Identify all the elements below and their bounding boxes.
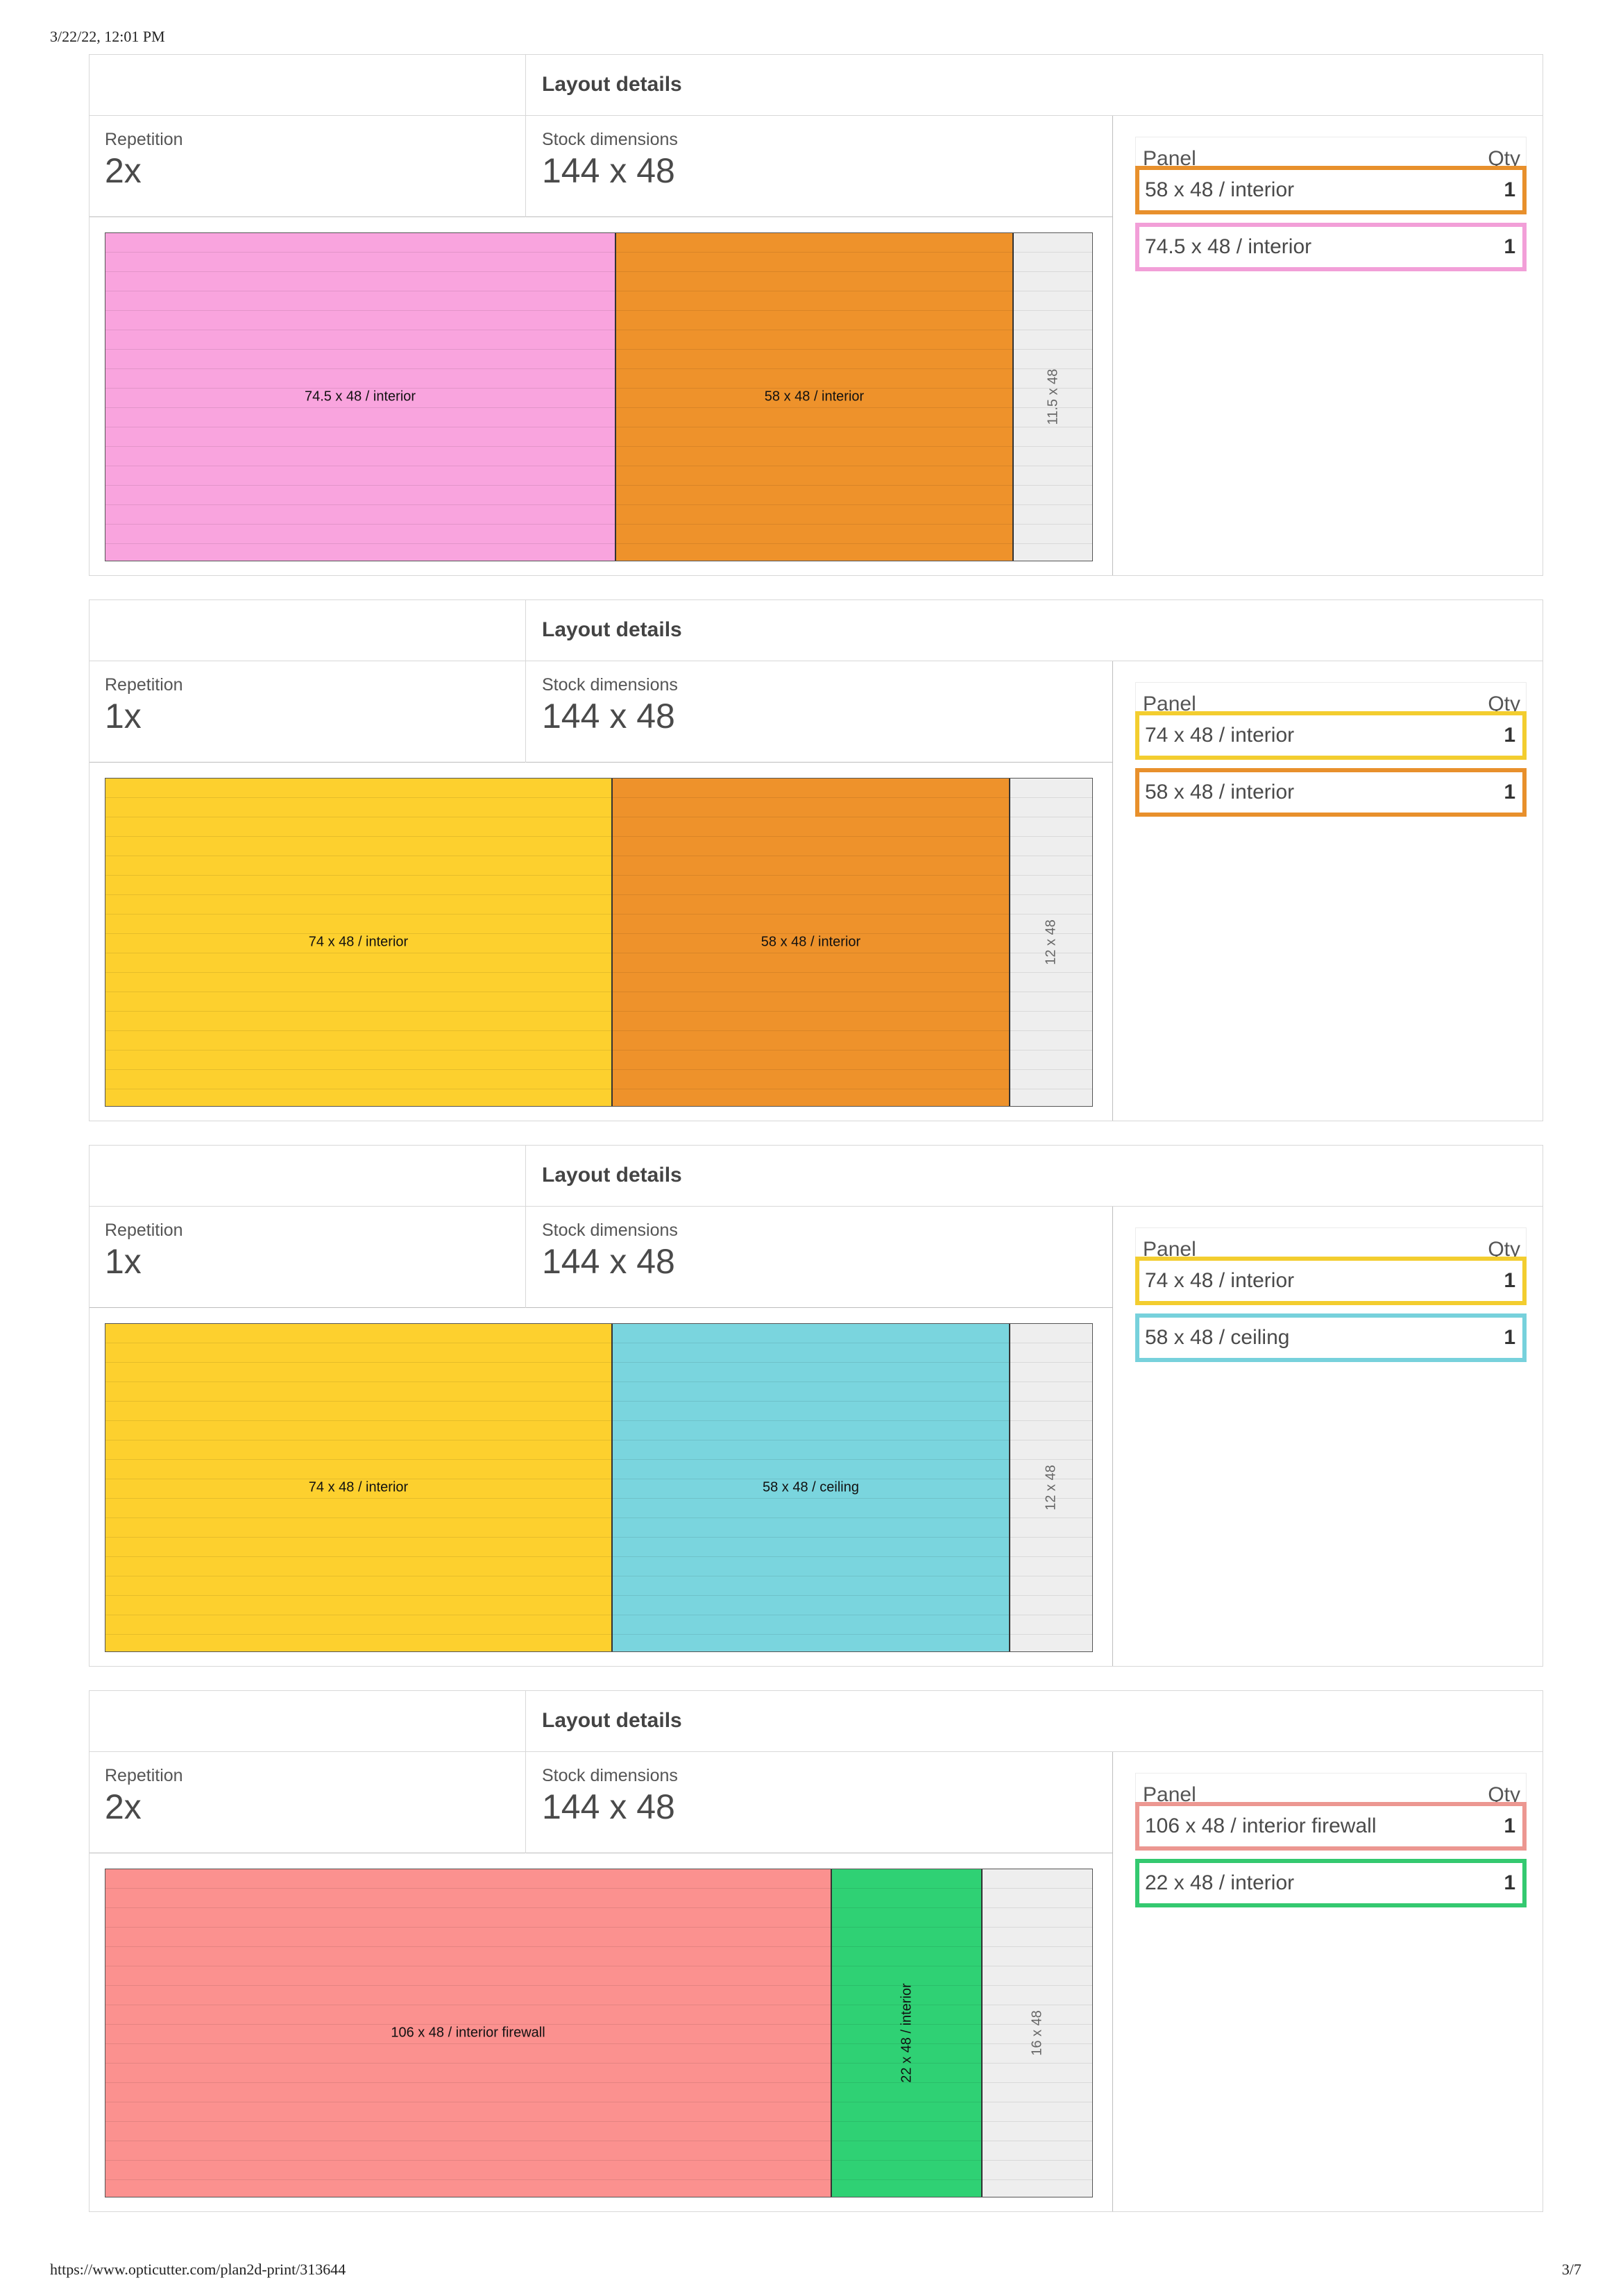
cut-piece[interactable]: 58 x 48 / interior — [616, 233, 1014, 561]
cut-piece-label: 74.5 x 48 / interior — [304, 389, 416, 405]
stock-dimensions-label: Stock dimensions — [542, 1766, 678, 1785]
divider — [525, 661, 526, 763]
panel-item-qty: 1 — [1504, 1326, 1515, 1349]
repetition-value: 1x — [105, 697, 142, 735]
panel-item-qty: 1 — [1504, 178, 1515, 201]
page-number: 3/7 — [1561, 2261, 1581, 2278]
panel-item-label: 74 x 48 / interior — [1145, 724, 1295, 747]
layout-details-row: Layout details — [90, 55, 1543, 116]
panel-item[interactable]: 74 x 48 / interior 1 — [1135, 711, 1527, 760]
repetition-value: 1x — [105, 1242, 142, 1281]
layout-details-title: Layout details — [542, 73, 682, 96]
layout-info-row: Repetition 2x Stock dimensions 144 x 48 — [90, 1752, 1112, 1853]
cut-piece-label: 106 x 48 / interior firewall — [391, 2025, 545, 2041]
waste-area: 16 x 48 — [983, 1869, 1092, 2197]
cutting-sheet: 74 x 48 / interior 58 x 48 / ceiling 12 x … — [105, 1323, 1093, 1652]
cut-piece[interactable]: 74 x 48 / interior — [105, 1324, 613, 1651]
cutting-sheet: 74.5 x 48 / interior 58 x 48 / interior 11… — [105, 232, 1093, 561]
cut-piece-label: 58 x 48 / interior — [764, 389, 865, 405]
panel-item-label: 74 x 48 / interior — [1145, 1269, 1295, 1292]
panel-list: Panel Qty 106 x 48 / interior firewall 1 22 … — [1112, 1752, 1543, 2211]
cut-piece-label: 74 x 48 / interior — [308, 1479, 409, 1495]
layout-details-title: Layout details — [542, 1709, 682, 1732]
layout-details-row: Layout details — [90, 1146, 1543, 1207]
divider — [525, 600, 526, 661]
panel-item[interactable]: 58 x 48 / ceiling 1 — [1135, 1313, 1527, 1362]
layout-block: Layout details Repetition 2x Stock dimensio… — [89, 54, 1543, 576]
divider — [525, 1752, 526, 1853]
stock-dimensions-label: Stock dimensions — [542, 675, 678, 695]
stock-dimensions-label: Stock dimensions — [542, 1221, 678, 1240]
cut-piece-label: 74 x 48 / interior — [308, 934, 409, 950]
waste-label: 11.5 x 48 — [1045, 368, 1060, 425]
panel-item[interactable]: 74.5 x 48 / interior 1 — [1135, 223, 1527, 271]
panel-item[interactable]: 22 x 48 / interior 1 — [1135, 1859, 1527, 1907]
cut-piece-label: 58 x 48 / ceiling — [763, 1479, 859, 1495]
panel-item-qty: 1 — [1504, 1871, 1515, 1894]
cut-piece[interactable]: 74 x 48 / interior — [105, 779, 613, 1106]
panel-item-label: 22 x 48 / interior — [1145, 1871, 1295, 1894]
layout-info-row: Repetition 1x Stock dimensions 144 x 48 — [90, 1207, 1112, 1308]
cut-piece-label: 58 x 48 / interior — [760, 934, 861, 950]
panel-item-qty: 1 — [1504, 1269, 1515, 1292]
repetition-label: Repetition — [105, 675, 183, 695]
layout-info-row: Repetition 2x Stock dimensions 144 x 48 — [90, 116, 1112, 217]
panel-item[interactable]: 58 x 48 / interior 1 — [1135, 166, 1527, 214]
cut-piece[interactable]: 22 x 48 / interior — [832, 1869, 983, 2197]
stock-dimensions-value: 144 x 48 — [542, 1787, 675, 1826]
stock-dimensions-value: 144 x 48 — [542, 151, 675, 190]
layout-details-row: Layout details — [90, 600, 1543, 661]
waste-area: 12 x 48 — [1010, 779, 1092, 1106]
divider — [525, 1146, 526, 1207]
layout-block: Layout details Repetition 1x Stock dimensio… — [89, 599, 1543, 1121]
layout-block: Layout details Repetition 1x Stock dimensio… — [89, 1145, 1543, 1667]
panel-list: Panel Qty 58 x 48 / interior 1 74.5 x 48 / i… — [1112, 116, 1543, 575]
cut-piece[interactable]: 58 x 48 / ceiling — [613, 1324, 1010, 1651]
panel-item[interactable]: 74 x 48 / interior 1 — [1135, 1257, 1527, 1305]
waste-area: 11.5 x 48 — [1014, 233, 1092, 561]
panel-item[interactable]: 106 x 48 / interior firewall 1 — [1135, 1802, 1527, 1851]
panel-item-qty: 1 — [1504, 1814, 1515, 1837]
repetition-value: 2x — [105, 1787, 142, 1826]
stock-dimensions-label: Stock dimensions — [542, 130, 678, 149]
cut-piece[interactable]: 74.5 x 48 / interior — [105, 233, 616, 561]
print-date: 3/22/22, 12:01 PM — [50, 28, 165, 45]
cut-piece[interactable]: 58 x 48 / interior — [613, 779, 1010, 1106]
waste-label: 16 x 48 — [1029, 2010, 1045, 2056]
panel-item-qty: 1 — [1504, 781, 1515, 803]
waste-label: 12 x 48 — [1043, 919, 1059, 965]
cut-piece[interactable]: 106 x 48 / interior firewall — [105, 1869, 832, 2197]
panel-item-label: 74.5 x 48 / interior — [1145, 235, 1312, 258]
repetition-label: Repetition — [105, 1221, 183, 1240]
stock-dimensions-value: 144 x 48 — [542, 1242, 675, 1281]
divider — [525, 55, 526, 116]
cutting-sheet: 74 x 48 / interior 58 x 48 / interior 12 x… — [105, 778, 1093, 1107]
layout-block: Layout details Repetition 2x Stock dimensio… — [89, 1690, 1543, 2212]
print-url: https://www.opticutter.com/plan2d-print/… — [50, 2261, 346, 2278]
panel-item-label: 58 x 48 / interior — [1145, 178, 1295, 201]
layout-details-row: Layout details — [90, 1691, 1543, 1752]
cut-piece-label: 22 x 48 / interior — [899, 1983, 914, 2083]
panel-list: Panel Qty 74 x 48 / interior 1 58 x 48 / int… — [1112, 661, 1543, 1121]
repetition-label: Repetition — [105, 1766, 183, 1785]
divider — [525, 1207, 526, 1308]
panel-item-qty: 1 — [1504, 235, 1515, 258]
cutting-sheet: 106 x 48 / interior firewall 22 x 48 / in… — [105, 1869, 1093, 2197]
divider — [525, 1691, 526, 1752]
repetition-label: Repetition — [105, 130, 183, 149]
panel-item-label: 58 x 48 / ceiling — [1145, 1326, 1290, 1349]
repetition-value: 2x — [105, 151, 142, 190]
panel-item-label: 58 x 48 / interior — [1145, 781, 1295, 803]
stock-dimensions-value: 144 x 48 — [542, 697, 675, 735]
panel-list: Panel Qty 74 x 48 / interior 1 58 x 48 / cei… — [1112, 1207, 1543, 1666]
layout-details-title: Layout details — [542, 618, 682, 641]
layout-info-row: Repetition 1x Stock dimensions 144 x 48 — [90, 661, 1112, 763]
waste-area: 12 x 48 — [1010, 1324, 1092, 1651]
layout-details-title: Layout details — [542, 1164, 682, 1187]
panel-item[interactable]: 58 x 48 / interior 1 — [1135, 768, 1527, 817]
panel-item-label: 106 x 48 / interior firewall — [1145, 1814, 1377, 1837]
divider — [525, 116, 526, 217]
panel-item-qty: 1 — [1504, 724, 1515, 747]
waste-label: 12 x 48 — [1043, 1465, 1059, 1511]
